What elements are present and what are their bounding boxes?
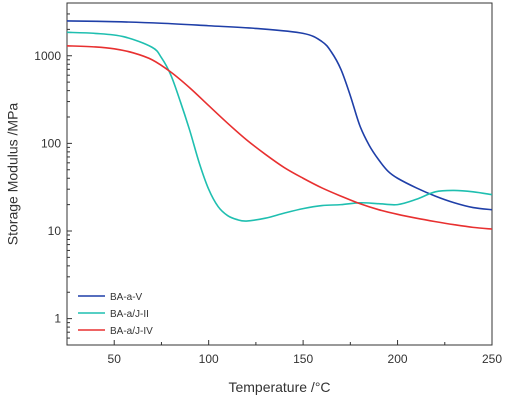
y-axis-title: Storage Modulus /MPa bbox=[5, 103, 21, 246]
y-tick-label: 1000 bbox=[34, 49, 61, 63]
y-tick-label: 1 bbox=[54, 312, 61, 326]
x-tick-label: 50 bbox=[108, 352, 122, 366]
legend-label: BA-a/J-IV bbox=[110, 326, 153, 337]
x-tick-label: 200 bbox=[388, 352, 408, 366]
series-line-3 bbox=[66, 44, 493, 230]
legend: BA-a-V BA-a/J-II BA-a/J-IV bbox=[78, 292, 153, 337]
y-tick-label: 100 bbox=[41, 136, 61, 150]
series-line-2 bbox=[66, 31, 493, 222]
ticks-layer: 50 100 150 200 250 1 10 100 1000 bbox=[34, 2, 502, 366]
legend-label: BA-a/J-II bbox=[110, 309, 149, 320]
plot-frame bbox=[66, 2, 493, 346]
x-tick-label: 250 bbox=[482, 352, 502, 366]
series-layer bbox=[66, 20, 493, 230]
x-axis-title: Temperature /°C bbox=[228, 379, 330, 395]
legend-label: BA-a-V bbox=[110, 292, 143, 303]
x-tick-label: 100 bbox=[199, 352, 219, 366]
series-line-1 bbox=[66, 20, 493, 211]
x-tick-label: 150 bbox=[293, 352, 313, 366]
y-tick-label: 10 bbox=[48, 224, 62, 238]
